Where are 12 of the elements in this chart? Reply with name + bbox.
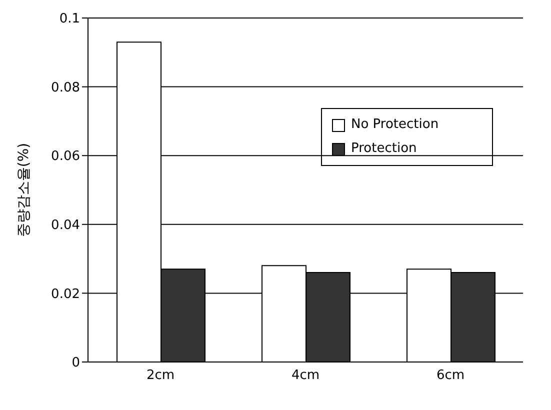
x-tick-label: 4cm [291,368,320,384]
y-tick-label: 0.02 [51,286,80,302]
x-tick-label: 2cm [146,368,175,384]
x-tick-label: 6cm [436,368,465,384]
y-tick-label: 0.08 [51,80,80,96]
y-tick-label: 0 [72,356,80,371]
y-tick-label: 0.1 [59,12,80,27]
legend-label: No Protection [351,116,439,134]
y-axis-title: 중량감소율(%) [16,142,32,238]
legend-label: Protection [351,140,417,158]
y-tick-label: 0.04 [51,218,80,234]
y-tick-label: 0.06 [51,149,80,164]
